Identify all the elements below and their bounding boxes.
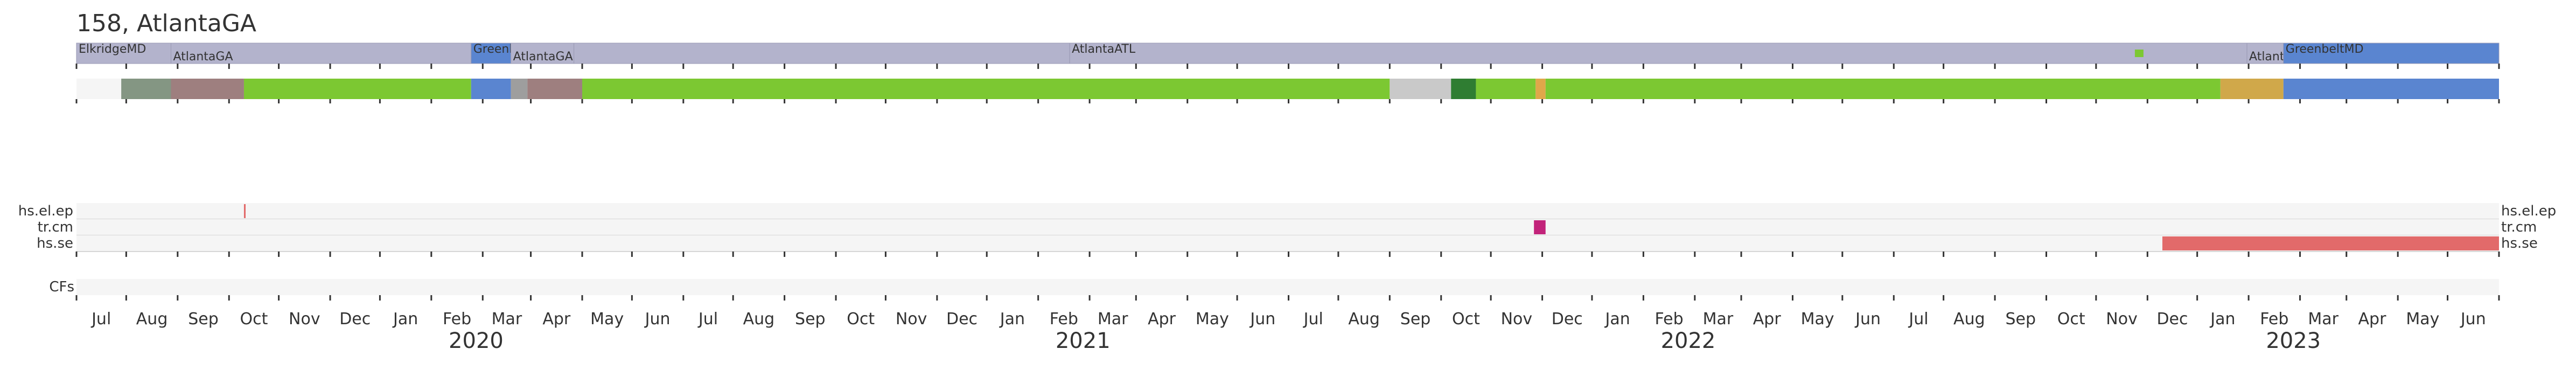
month-label-40: Nov (2106, 310, 2138, 329)
month-label-16: Nov (896, 310, 927, 329)
month-label-8: Mar (492, 310, 522, 329)
month-label-3: Oct (240, 310, 268, 329)
month-label-7: Feb (443, 310, 471, 329)
lineage-segment-10 (1476, 79, 1536, 99)
location-segment-7 (2283, 43, 2500, 64)
month-label-32: Mar (1703, 310, 1734, 329)
location-segment-5 (1069, 43, 2247, 64)
month-label-5: Dec (339, 310, 371, 329)
lineage-segment-4 (471, 79, 511, 99)
month-label-26: Sep (1400, 310, 1431, 329)
month-label-11: Jun (644, 310, 671, 329)
month-label-34: May (1801, 310, 1834, 329)
location-label-5: AtlantaATL (1072, 43, 1136, 56)
month-label-47: Jun (2460, 310, 2486, 329)
location-segment-3 (511, 43, 575, 64)
month-label-23: Jun (1249, 310, 1275, 329)
event-track-label-right-2: hs.se (2501, 235, 2538, 252)
month-label-30: Jan (1604, 310, 1630, 329)
month-label-15: Oct (847, 310, 875, 329)
month-label-25: Aug (1348, 310, 1380, 329)
month-label-46: May (2406, 310, 2439, 329)
lineage-segment-7 (582, 79, 1390, 99)
month-label-19: Feb (1050, 310, 1078, 329)
lineage-segment-14 (2283, 79, 2499, 99)
event-track-label-left-0: hs.el.ep (18, 203, 73, 219)
event-0-0 (243, 204, 246, 218)
event-track-0 (76, 203, 2499, 219)
month-label-28: Nov (1501, 310, 1533, 329)
lineage-segment-6 (527, 79, 583, 99)
month-label-18: Jan (999, 310, 1025, 329)
location-segment-6 (2246, 43, 2284, 64)
month-label-22: May (1196, 310, 1229, 329)
lineage-segment-3 (243, 79, 471, 99)
month-label-2: Sep (188, 310, 219, 329)
lineage-segment-13 (2220, 79, 2284, 99)
event-2-0 (2162, 236, 2499, 250)
patient-title: 158, AtlantaGA (76, 10, 257, 37)
month-label-36: Jul (1908, 310, 1928, 329)
month-label-29: Dec (1552, 310, 1583, 329)
lineage-segment-9 (1451, 79, 1476, 99)
month-label-13: Aug (743, 310, 775, 329)
cf-track (76, 279, 2499, 295)
month-label-9: Apr (542, 310, 571, 329)
month-label-24: Jul (1303, 310, 1323, 329)
year-label-1: 2021 (1056, 329, 1111, 353)
month-label-10: May (590, 310, 624, 329)
lineage-segment-8 (1390, 79, 1451, 99)
month-label-35: Jun (1854, 310, 1881, 329)
year-label-3: 2023 (2266, 329, 2321, 353)
month-label-33: Apr (1753, 310, 1782, 329)
month-label-0: Jul (90, 310, 111, 329)
event-track-label-left-1: tr.cm (38, 219, 73, 235)
year-label-2: 2022 (1661, 329, 1716, 353)
location-segment-4 (574, 43, 1070, 64)
month-label-21: Apr (1148, 310, 1176, 329)
month-label-41: Dec (2156, 310, 2188, 329)
lineage-segment-1 (121, 79, 171, 99)
cf-track-label: CFs (49, 279, 74, 295)
month-label-43: Feb (2260, 310, 2288, 329)
event-1-0 (1534, 220, 1546, 234)
location-segment-0 (76, 43, 171, 64)
month-label-14: Sep (795, 310, 826, 329)
lineage-segment-2 (171, 79, 244, 99)
month-label-12: Jul (697, 310, 718, 329)
month-label-39: Oct (2057, 310, 2085, 329)
location-label-3: AtlantaGA (513, 50, 573, 64)
month-label-27: Oct (1452, 310, 1480, 329)
event-track-2 (76, 235, 2499, 252)
month-label-31: Feb (1655, 310, 1684, 329)
year-label-0: 2020 (449, 329, 504, 353)
location-label-0: ElkridgeMD (79, 43, 146, 56)
event-track-label-left-2: hs.se (37, 235, 73, 252)
location-label-7: GreenbeltMD (2286, 43, 2364, 56)
month-label-4: Nov (289, 310, 320, 329)
month-label-17: Dec (946, 310, 978, 329)
month-label-38: Sep (2006, 310, 2036, 329)
location-marker (2134, 50, 2144, 57)
month-label-45: Apr (2358, 310, 2387, 329)
month-label-1: Aug (136, 310, 168, 329)
month-label-6: Jan (392, 310, 418, 329)
lineage-segment-11 (1535, 79, 1546, 99)
event-track-label-right-0: hs.el.ep (2501, 203, 2556, 219)
month-label-37: Aug (1953, 310, 1985, 329)
location-label-1: AtlantaGA (173, 50, 233, 64)
event-track-label-right-1: tr.cm (2501, 219, 2537, 235)
lineage-segment-0 (76, 79, 122, 99)
month-label-42: Jan (2209, 310, 2235, 329)
lineage-segment-5 (511, 79, 528, 99)
month-label-44: Mar (2308, 310, 2338, 329)
month-label-20: Mar (1098, 310, 1128, 329)
event-track-1 (76, 219, 2499, 235)
lineage-segment-12 (1545, 79, 2221, 99)
